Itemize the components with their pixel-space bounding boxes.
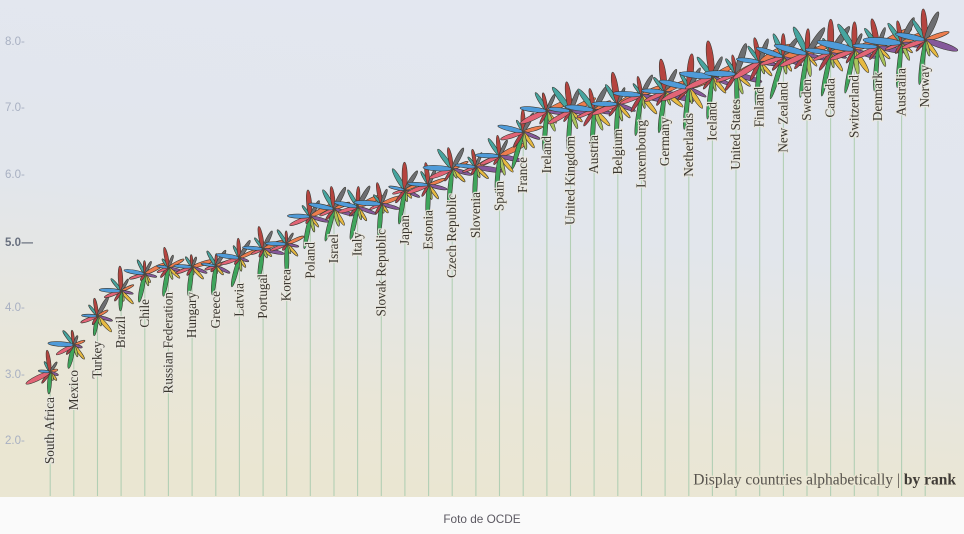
- svg-text:Denmark: Denmark: [870, 72, 885, 121]
- svg-text:Hungary: Hungary: [184, 292, 199, 339]
- svg-text:Australia: Australia: [894, 68, 909, 116]
- svg-text:Czech Republic: Czech Republic: [444, 194, 459, 278]
- svg-text:Ireland: Ireland: [539, 136, 554, 174]
- svg-text:Canada: Canada: [823, 78, 838, 118]
- svg-text:Italy: Italy: [350, 232, 365, 257]
- svg-text:Portugal: Portugal: [255, 274, 270, 319]
- svg-text:Estonia: Estonia: [421, 210, 436, 250]
- svg-text:Mexico: Mexico: [66, 370, 81, 411]
- svg-text:Slovenia: Slovenia: [468, 192, 483, 238]
- svg-text:Russian Federation: Russian Federation: [160, 292, 175, 394]
- svg-text:France: France: [515, 157, 530, 193]
- svg-text:Switzerland: Switzerland: [846, 75, 861, 138]
- svg-text:United States: United States: [728, 99, 743, 170]
- svg-text:7.0-: 7.0-: [5, 102, 25, 114]
- svg-text:Brazil: Brazil: [113, 316, 128, 349]
- svg-text:Chile: Chile: [137, 299, 152, 328]
- svg-text:4.0-: 4.0-: [5, 302, 25, 314]
- svg-text:Luxembourg: Luxembourg: [634, 120, 649, 188]
- svg-text:Belgium: Belgium: [610, 128, 625, 174]
- svg-text:New Zealand: New Zealand: [775, 82, 790, 153]
- svg-text:Austria: Austria: [586, 135, 601, 174]
- svg-text:South Africa: South Africa: [42, 397, 57, 464]
- svg-text:Japan: Japan: [397, 215, 412, 245]
- svg-text:3.0-: 3.0-: [5, 369, 25, 381]
- svg-text:Norway: Norway: [917, 65, 932, 108]
- svg-text:Slovak Republic: Slovak Republic: [373, 229, 388, 317]
- svg-text:Finland: Finland: [752, 87, 767, 128]
- svg-text:Iceland: Iceland: [704, 102, 719, 141]
- svg-text:Poland: Poland: [302, 242, 317, 279]
- svg-text:Germany: Germany: [657, 117, 672, 166]
- svg-text:Display countries alphabetical: Display countries alphabetically | by ra…: [693, 472, 956, 489]
- svg-text:Israel: Israel: [326, 234, 341, 264]
- svg-text:Latvia: Latvia: [231, 283, 246, 317]
- svg-text:United Kingdom: United Kingdom: [563, 135, 578, 225]
- svg-text:Netherlands: Netherlands: [681, 113, 696, 177]
- svg-text:Korea: Korea: [279, 269, 294, 301]
- svg-text:6.0-: 6.0-: [5, 169, 25, 181]
- svg-text:Sweden: Sweden: [799, 79, 814, 121]
- svg-text:Greece: Greece: [208, 291, 223, 328]
- svg-text:8.0-: 8.0-: [5, 36, 25, 48]
- svg-text:2.0-: 2.0-: [5, 435, 25, 447]
- svg-text:Spain: Spain: [492, 181, 507, 211]
- svg-text:Turkey: Turkey: [90, 341, 105, 379]
- svg-text:5.0—: 5.0—: [5, 237, 34, 249]
